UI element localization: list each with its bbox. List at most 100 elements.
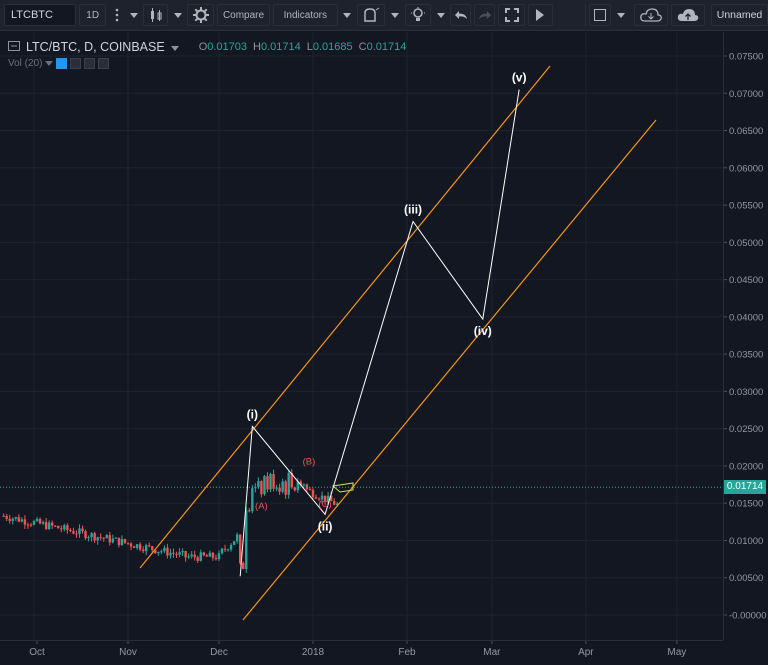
triangle-pattern bbox=[331, 482, 354, 493]
time-tick-label: May bbox=[667, 647, 686, 658]
price-tick-label: 0.03500 bbox=[729, 350, 763, 361]
candle-body bbox=[129, 543, 133, 547]
candle-body bbox=[23, 519, 27, 525]
candle-body bbox=[41, 522, 45, 524]
candle-body bbox=[257, 480, 260, 488]
symbol-search-input[interactable]: LTCBTC bbox=[4, 4, 77, 26]
gear-icon[interactable] bbox=[187, 4, 214, 26]
time-axis[interactable]: Oct Nov Dec 2018 Feb Mar Apr May bbox=[0, 640, 723, 665]
wave-label: (v) bbox=[512, 71, 527, 85]
fullscreen-icon[interactable] bbox=[498, 4, 525, 26]
wave-label: (i) bbox=[247, 407, 258, 421]
candle-body bbox=[187, 556, 190, 558]
candle-body bbox=[132, 546, 136, 548]
candle-body bbox=[163, 547, 166, 552]
chevron-down-icon[interactable] bbox=[127, 4, 141, 26]
price-tick-label: 0.01000 bbox=[729, 536, 763, 547]
candle-body bbox=[11, 518, 14, 521]
eye-icon[interactable] bbox=[56, 58, 68, 69]
candle-body bbox=[314, 497, 318, 499]
volume-label[interactable]: Vol (20) bbox=[8, 58, 43, 69]
redo-icon[interactable] bbox=[474, 4, 496, 26]
chevron-down-icon[interactable] bbox=[171, 4, 185, 26]
layout-square-icon[interactable] bbox=[588, 4, 612, 26]
candle-body bbox=[157, 551, 160, 554]
candle-body bbox=[138, 544, 142, 550]
candle-body bbox=[190, 554, 193, 557]
candle-body bbox=[5, 515, 8, 519]
indicators-button[interactable]: Indicators bbox=[273, 4, 338, 26]
candle-body bbox=[8, 518, 11, 521]
cloud-load-icon[interactable] bbox=[633, 4, 668, 26]
candle-body bbox=[290, 472, 293, 488]
bulb-icon[interactable] bbox=[404, 4, 432, 26]
chevron-down-icon[interactable] bbox=[45, 58, 54, 69]
add-icon[interactable] bbox=[84, 58, 96, 69]
candle-body bbox=[120, 539, 124, 546]
candle-body bbox=[284, 481, 287, 495]
candle-body bbox=[72, 531, 75, 534]
price-chart[interactable]: (i) (ii) (iii) (iv) (v) (A) (B) (C) bbox=[0, 32, 723, 640]
candle-body bbox=[47, 522, 51, 530]
chevron-down-icon[interactable] bbox=[170, 40, 179, 54]
candle-body bbox=[96, 537, 99, 541]
price-axis[interactable]: 0.07500 0.07000 0.06500 0.06000 0.05500 0.050… bbox=[723, 32, 768, 640]
time-tick-label: Dec bbox=[210, 647, 228, 658]
open-value: 0.01703 bbox=[207, 41, 248, 53]
candle-body bbox=[17, 517, 21, 522]
chevron-down-icon[interactable] bbox=[388, 4, 402, 26]
undo-icon[interactable] bbox=[450, 4, 472, 26]
layout-name-button[interactable]: Unnamed bbox=[711, 4, 768, 26]
price-tick-label: -0.00000 bbox=[729, 611, 767, 622]
candle-body bbox=[332, 501, 336, 505]
channel-lower-line bbox=[242, 119, 657, 621]
cloud-save-icon[interactable] bbox=[670, 4, 706, 26]
chart-legend: LTC/BTC, D, COINBASE O0.01703 H0.01714 L0.… bbox=[8, 40, 412, 54]
low-value: 0.01685 bbox=[312, 41, 353, 53]
price-tick-label: 0.05000 bbox=[729, 238, 763, 249]
candle-body bbox=[29, 524, 33, 526]
alert-icon[interactable] bbox=[356, 4, 386, 26]
candle-body bbox=[217, 553, 221, 560]
chevron-down-icon[interactable] bbox=[614, 4, 628, 26]
chevron-down-icon[interactable] bbox=[434, 4, 448, 26]
close-icon[interactable] bbox=[98, 58, 110, 69]
candle-body bbox=[135, 544, 139, 548]
candle-body bbox=[35, 518, 39, 522]
interval-button[interactable]: 1D bbox=[79, 4, 106, 26]
current-price-tag: 0.01714 bbox=[724, 480, 766, 495]
compare-button[interactable]: Compare bbox=[216, 4, 271, 26]
candle-body bbox=[263, 476, 266, 495]
volume-legend: Vol (20) bbox=[8, 58, 110, 69]
candle-body bbox=[293, 487, 296, 491]
chevron-down-icon[interactable] bbox=[340, 4, 354, 26]
candle-body bbox=[178, 552, 181, 555]
grid bbox=[0, 32, 723, 640]
candle-body bbox=[317, 498, 321, 500]
candle-body bbox=[326, 495, 330, 502]
play-icon[interactable] bbox=[527, 4, 553, 26]
candles-icon[interactable] bbox=[143, 4, 169, 26]
candle-body bbox=[160, 551, 163, 553]
legend-symbol[interactable]: LTC/BTC, D, COINBASE bbox=[26, 40, 165, 54]
time-tick-label: Mar bbox=[483, 647, 501, 658]
candle-body bbox=[223, 548, 227, 550]
candle-body bbox=[193, 554, 196, 558]
price-tick-label: 0.07000 bbox=[729, 89, 763, 100]
candle-body bbox=[208, 552, 212, 557]
candle-body bbox=[126, 542, 130, 544]
candle-body bbox=[102, 537, 105, 539]
candle-body bbox=[105, 535, 108, 539]
candle-body bbox=[248, 510, 251, 512]
price-tick-label: 0.05500 bbox=[729, 201, 763, 212]
time-tick-label: 2018 bbox=[302, 647, 325, 658]
top-toolbar: LTCBTC 1D Compare Indicators bbox=[0, 0, 768, 31]
candle-body bbox=[196, 557, 199, 561]
interval-menu-icon[interactable] bbox=[108, 4, 125, 26]
legend-collapse-icon[interactable] bbox=[8, 40, 20, 54]
candle-body bbox=[320, 495, 324, 500]
ohlc-values: O0.01703 H0.01714 L0.01685 C0.01714 bbox=[198, 41, 407, 53]
candle-body bbox=[84, 531, 87, 539]
candle-body bbox=[329, 495, 333, 502]
settings-icon[interactable] bbox=[70, 58, 82, 69]
